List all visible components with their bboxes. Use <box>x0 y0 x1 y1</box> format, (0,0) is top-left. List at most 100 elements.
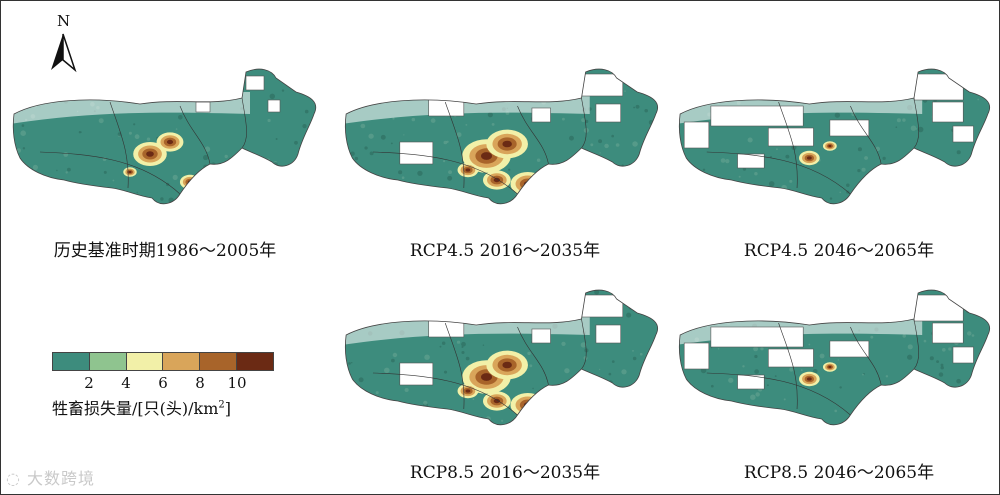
legend-swatch <box>163 353 201 370</box>
legend-swatch <box>237 353 273 370</box>
region-outline <box>344 289 658 426</box>
no-data-area <box>913 73 964 101</box>
no-data-area <box>399 362 434 386</box>
admin-boundary <box>706 372 851 416</box>
loss-hotspot <box>502 361 512 369</box>
no-data-area <box>531 328 551 344</box>
loss-hotspot <box>128 170 132 174</box>
caption-panel-2: RCP4.5 2016～2035年 <box>409 241 601 261</box>
loss-hotspot <box>465 168 471 172</box>
no-data-area <box>595 103 622 123</box>
admin-boundary <box>372 372 518 416</box>
loss-hotspot <box>493 398 501 404</box>
admin-boundary <box>444 101 465 189</box>
no-data-area <box>683 342 710 370</box>
north-arrow: N <box>45 12 85 76</box>
no-data-area <box>737 374 765 390</box>
no-data-area <box>267 99 281 113</box>
no-data-area <box>195 101 211 113</box>
map-panel-1 <box>10 62 320 222</box>
admin-boundary <box>581 97 587 149</box>
watermark: ◌ 大数跨境 <box>6 469 96 488</box>
legend-swatch <box>89 353 127 370</box>
map-svg <box>344 68 658 205</box>
north-arrow-icon <box>51 33 77 73</box>
map-svg <box>12 68 317 205</box>
legend-tick: 10 <box>227 374 247 392</box>
no-data-area <box>952 125 974 143</box>
loss-hotspot <box>502 140 512 148</box>
no-data-area <box>952 346 974 364</box>
admin-boundary <box>241 97 247 149</box>
map-svg <box>678 68 990 205</box>
no-data-area <box>683 121 710 149</box>
admin-boundary <box>444 322 465 410</box>
loss-hotspot <box>515 396 541 414</box>
watermark-text: 大数跨境 <box>27 469 96 488</box>
legend-ticks: 2 4 6 8 10 <box>52 371 274 393</box>
admin-boundary <box>517 326 549 386</box>
no-data-area <box>245 75 265 91</box>
map-panel-3 <box>676 62 994 222</box>
admin-boundary <box>913 318 919 370</box>
no-data-area <box>710 105 804 127</box>
loss-hotspot <box>166 139 174 145</box>
admin-boundary <box>850 326 882 386</box>
caption-panel-5: RCP8.5 2046～2065年 <box>743 463 935 483</box>
map-svg <box>678 289 990 426</box>
loss-hotspot <box>828 365 832 369</box>
no-data-area <box>710 326 804 348</box>
map-panel-5 <box>676 283 994 443</box>
legend-swatch <box>126 353 164 370</box>
legend-title-sup: 2 <box>218 399 225 411</box>
north-label: N <box>57 12 71 30</box>
legend-title-main: 牲畜损失量/[只(头)/km <box>52 399 219 418</box>
no-data-area <box>595 324 622 344</box>
legend-swatch <box>200 353 238 370</box>
color-legend: 2 4 6 8 10 牲畜损失量/[只(头)/km2] <box>52 352 274 419</box>
loss-hotspot <box>480 152 493 160</box>
legend-swatches <box>52 352 274 371</box>
region-outline <box>12 68 317 205</box>
admin-boundary <box>706 151 851 195</box>
no-data-area <box>531 107 551 123</box>
legend-tick: 2 <box>84 374 94 392</box>
region-outline <box>678 289 990 426</box>
admin-boundary <box>581 318 587 370</box>
loss-hotspot <box>515 175 541 193</box>
admin-boundary <box>778 322 798 410</box>
loss-hotspot <box>493 177 501 183</box>
map-panel-4 <box>342 283 662 443</box>
admin-boundary <box>850 105 882 165</box>
admin-boundary <box>778 101 798 189</box>
caption-panel-4: RCP8.5 2016～2035年 <box>409 463 601 483</box>
legend-tick: 6 <box>158 374 168 392</box>
admin-boundary <box>179 105 211 165</box>
legend-tick: 8 <box>195 374 205 392</box>
admin-boundary <box>517 105 549 165</box>
no-data-area <box>913 294 964 322</box>
caption-panel-3: RCP4.5 2046～2065年 <box>743 241 935 261</box>
loss-hotspot <box>465 389 471 393</box>
loss-hotspot <box>480 373 493 381</box>
no-data-area <box>932 322 964 344</box>
legend-swatch <box>53 353 90 370</box>
region-outline <box>678 68 990 205</box>
admin-boundary <box>109 101 129 189</box>
legend-title: 牲畜损失量/[只(头)/km2] <box>52 395 274 419</box>
admin-boundary <box>372 151 518 195</box>
loss-hotspot <box>828 144 832 148</box>
no-data-area <box>399 141 434 165</box>
loss-hotspot <box>806 377 812 381</box>
no-data-area <box>829 119 870 137</box>
loss-hotspot <box>806 156 812 160</box>
legend-tick: 4 <box>121 374 131 392</box>
admin-boundary <box>39 151 181 195</box>
region-outline <box>344 68 658 205</box>
no-data-area <box>932 101 964 123</box>
legend-title-end: ] <box>224 399 232 418</box>
no-data-area <box>737 153 765 169</box>
caption-panel-1: 历史基准时期1986～2005年 <box>53 241 277 261</box>
no-data-area <box>829 340 870 358</box>
admin-boundary <box>913 97 919 149</box>
